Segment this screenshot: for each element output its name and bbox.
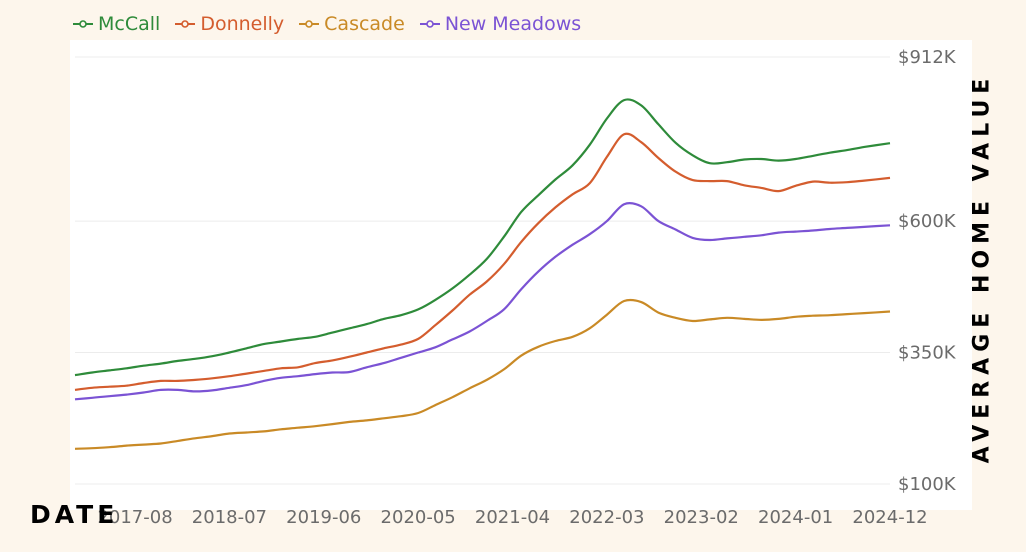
series-lines [74, 98, 891, 450]
legend-item-cascade[interactable]: Cascade [298, 13, 405, 35]
plot-background [70, 40, 972, 510]
legend-item-mccall[interactable]: McCall [72, 13, 160, 35]
x-tick-label: 2019-06 [286, 507, 361, 528]
x-tick-label: 2020-05 [381, 507, 456, 528]
legend: McCall Donnelly Cascade New Meadows [72, 10, 581, 38]
x-tick-label: 2023-02 [664, 507, 739, 528]
x-tick-label: 2022-03 [569, 507, 644, 528]
x-axis-ticks: 2017-08 2018-07 2019-06 2020-05 2021-04 2022-… [97, 507, 927, 528]
y-tick-label: $100K [898, 474, 957, 495]
grid [75, 56, 890, 485]
legend-swatch-icon [175, 20, 196, 28]
x-axis-title: DATE [30, 500, 119, 529]
y-axis-ticks: $100K $350K $600K $912K [898, 47, 957, 495]
series-line-cascade[interactable] [74, 298, 891, 450]
legend-label-mccall: McCall [98, 13, 161, 35]
y-tick-label: $600K [898, 211, 957, 232]
series-line-new-meadows[interactable] [74, 201, 891, 401]
x-tick-label: 2024-12 [852, 507, 927, 528]
y-tick-label: $350K [898, 343, 957, 364]
y-tick-label: $912K [898, 47, 957, 68]
x-tick-label: 2018-07 [192, 507, 267, 528]
legend-label-donnelly: Donnelly [200, 13, 285, 35]
x-tick-label: 2024-01 [758, 507, 833, 528]
series-line-mccall[interactable] [74, 98, 891, 377]
legend-label-new-meadows: New Meadows [444, 13, 582, 35]
legend-item-new-meadows[interactable]: New Meadows [419, 13, 581, 35]
legend-swatch-icon [419, 20, 440, 28]
legend-item-donnelly[interactable]: Donnelly [174, 13, 284, 35]
x-tick-label: 2021-04 [475, 507, 550, 528]
legend-swatch-icon [299, 20, 320, 28]
legend-label-cascade: Cascade [324, 13, 405, 35]
x-tick-label: 2017-08 [97, 507, 172, 528]
y-axis-title: AVERAGE HOME VALUE [969, 72, 995, 464]
series-line-donnelly[interactable] [74, 132, 891, 391]
legend-swatch-icon [73, 20, 93, 28]
